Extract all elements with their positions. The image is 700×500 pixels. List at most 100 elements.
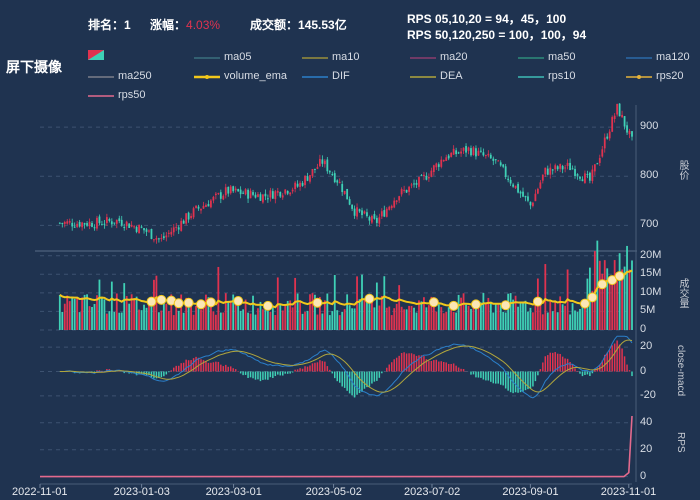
volume-bar: [130, 294, 133, 330]
price-candle: [472, 147, 475, 156]
volume-bar: [296, 293, 299, 330]
volume-ema-marker: [156, 294, 167, 305]
volume-bar: [138, 309, 140, 330]
price-candle: [447, 155, 450, 159]
volume-bar: [252, 295, 254, 330]
price-candle: [366, 212, 368, 217]
price-candle: [584, 173, 586, 183]
volume-bar: [98, 279, 101, 330]
price-candle: [157, 238, 160, 240]
volume-bar: [123, 283, 126, 330]
volume-ema-marker: [364, 293, 375, 304]
rps50-line: [40, 415, 633, 478]
volume-bar: [626, 245, 628, 330]
legend-label-ma250: ma250: [118, 70, 152, 82]
price-candle: [237, 189, 240, 192]
volume-bar: [135, 296, 138, 330]
price-candle: [214, 193, 217, 196]
price-candle: [71, 222, 74, 227]
change-text: 涨幅：4.03%: [150, 18, 221, 32]
price-candle: [249, 190, 252, 199]
price-candle: [480, 150, 482, 152]
price-candle: [227, 186, 230, 194]
volume-bar: [289, 300, 292, 330]
legend-candle-icon-down: [88, 50, 104, 60]
price-candle: [133, 226, 136, 228]
volume-ema-marker: [233, 296, 244, 307]
volume-bar: [584, 304, 586, 330]
volume-bar: [559, 296, 562, 330]
volume-bar: [427, 305, 430, 330]
volume-bar: [180, 294, 183, 330]
price-candle: [264, 193, 267, 197]
price-candle: [425, 175, 428, 180]
price-candle: [138, 224, 140, 234]
price-candle: [631, 131, 633, 137]
macd-dif-line: [59, 335, 633, 399]
volume-bar: [410, 305, 413, 330]
price-tick-label: 700: [640, 218, 659, 231]
volume-bar: [591, 290, 594, 330]
price-candle: [546, 168, 549, 175]
price-candle: [284, 189, 287, 194]
volume-bar: [507, 293, 510, 330]
volume-bar: [108, 311, 111, 330]
price-candle: [569, 162, 571, 171]
price-candle: [306, 176, 309, 181]
volume-bar: [247, 312, 249, 330]
volume-bar: [328, 315, 331, 330]
volume-bar: [514, 295, 517, 330]
price-candle: [219, 192, 222, 199]
price-candle: [66, 221, 69, 224]
volume-bar: [157, 312, 160, 330]
price-candle: [358, 209, 361, 212]
price-candle: [559, 164, 562, 169]
volume-bar: [291, 307, 294, 330]
volume-bar: [554, 300, 557, 330]
volume-bar: [262, 309, 264, 330]
volume-ema-marker: [173, 298, 184, 309]
volume-bar: [346, 294, 349, 330]
price-candle: [242, 192, 245, 194]
price-candle: [232, 186, 235, 192]
volume-bar: [284, 305, 287, 330]
price-candle: [172, 227, 175, 233]
volume-bar: [524, 300, 527, 330]
price-candle: [276, 190, 279, 193]
price-candle: [244, 189, 247, 195]
volume-tick-label: 5M: [640, 304, 656, 317]
price-candle: [301, 182, 304, 186]
volume-tick-label: 0: [640, 323, 647, 335]
volume-bar: [418, 300, 420, 330]
volume-bar: [462, 293, 465, 330]
volume-bar: [509, 293, 512, 330]
volume-ema-marker: [532, 296, 543, 307]
volume-bar: [628, 269, 631, 330]
price-candle: [118, 218, 121, 222]
volume-ema-marker: [597, 279, 608, 290]
price-candle: [323, 160, 326, 165]
price-candle: [128, 223, 131, 228]
volume-bar: [264, 308, 267, 330]
volume-bar: [358, 299, 361, 330]
volume-bar: [160, 310, 163, 330]
volume-bar: [167, 311, 170, 330]
volume-bar: [281, 310, 284, 330]
volume-bar: [388, 306, 391, 330]
price-candle: [289, 192, 292, 195]
price-candle: [398, 196, 401, 201]
volume-bar: [182, 312, 185, 330]
volume-bar: [383, 276, 386, 330]
price-candle: [274, 191, 277, 200]
price-candle: [271, 191, 274, 199]
volume-bar: [195, 305, 197, 330]
price-candle: [155, 238, 158, 240]
chart-title: 屏下摄像: [6, 59, 62, 75]
volume-bar: [338, 315, 341, 330]
price-candle: [403, 189, 406, 191]
price-candle: [266, 198, 269, 200]
price-candle: [326, 159, 329, 172]
volume-bar: [128, 303, 131, 330]
volume-bar: [564, 305, 567, 330]
